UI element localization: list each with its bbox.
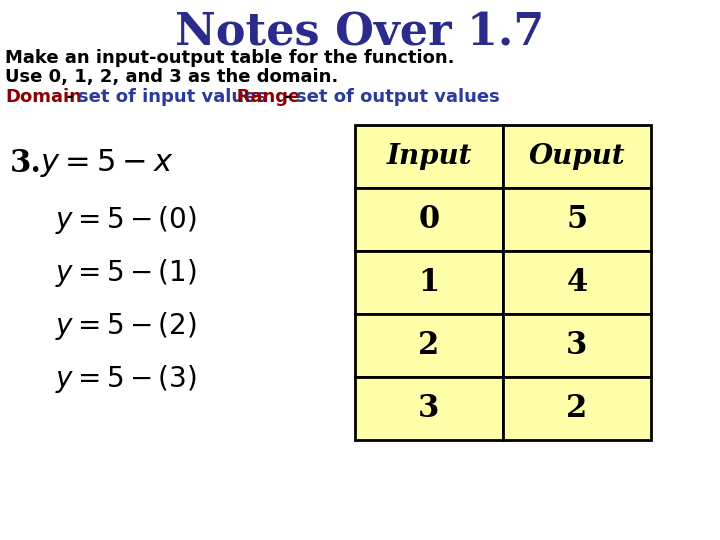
Text: 3.: 3.: [10, 147, 42, 179]
Bar: [503, 125, 651, 188]
Bar: [503, 314, 651, 377]
Bar: [355, 125, 503, 188]
Text: 4: 4: [567, 267, 588, 298]
Text: -: -: [60, 88, 80, 106]
Bar: [355, 188, 503, 251]
Text: 5: 5: [567, 204, 588, 235]
Bar: [503, 188, 651, 251]
Text: $y = 5-(0)$: $y = 5-(0)$: [55, 204, 197, 236]
Bar: [503, 377, 651, 440]
Text: 3: 3: [418, 393, 440, 424]
Bar: [355, 251, 503, 314]
Text: Use 0, 1, 2, and 3 as the domain.: Use 0, 1, 2, and 3 as the domain.: [5, 68, 338, 86]
Bar: [355, 377, 503, 440]
Text: 2: 2: [418, 330, 440, 361]
Text: -: -: [278, 88, 298, 106]
Text: set of output values: set of output values: [296, 88, 500, 106]
Text: set of input values: set of input values: [78, 88, 267, 106]
Text: Domain: Domain: [5, 88, 82, 106]
Text: 0: 0: [418, 204, 440, 235]
Text: $y = 5-(1)$: $y = 5-(1)$: [55, 257, 197, 289]
Bar: [355, 314, 503, 377]
Text: 1: 1: [418, 267, 440, 298]
Text: $y = 5-x$: $y = 5-x$: [40, 147, 174, 179]
Text: Ouput: Ouput: [528, 143, 625, 170]
Text: $y = 5-(3)$: $y = 5-(3)$: [55, 363, 197, 395]
Text: 2: 2: [567, 393, 588, 424]
Text: 3: 3: [567, 330, 588, 361]
Text: Notes Over 1.7: Notes Over 1.7: [175, 11, 545, 55]
Text: Make an input-output table for the function.: Make an input-output table for the funct…: [5, 49, 454, 67]
Bar: [503, 251, 651, 314]
Text: $y = 5-(2)$: $y = 5-(2)$: [55, 310, 197, 342]
Text: Range: Range: [218, 88, 300, 106]
Text: Input: Input: [386, 143, 472, 170]
